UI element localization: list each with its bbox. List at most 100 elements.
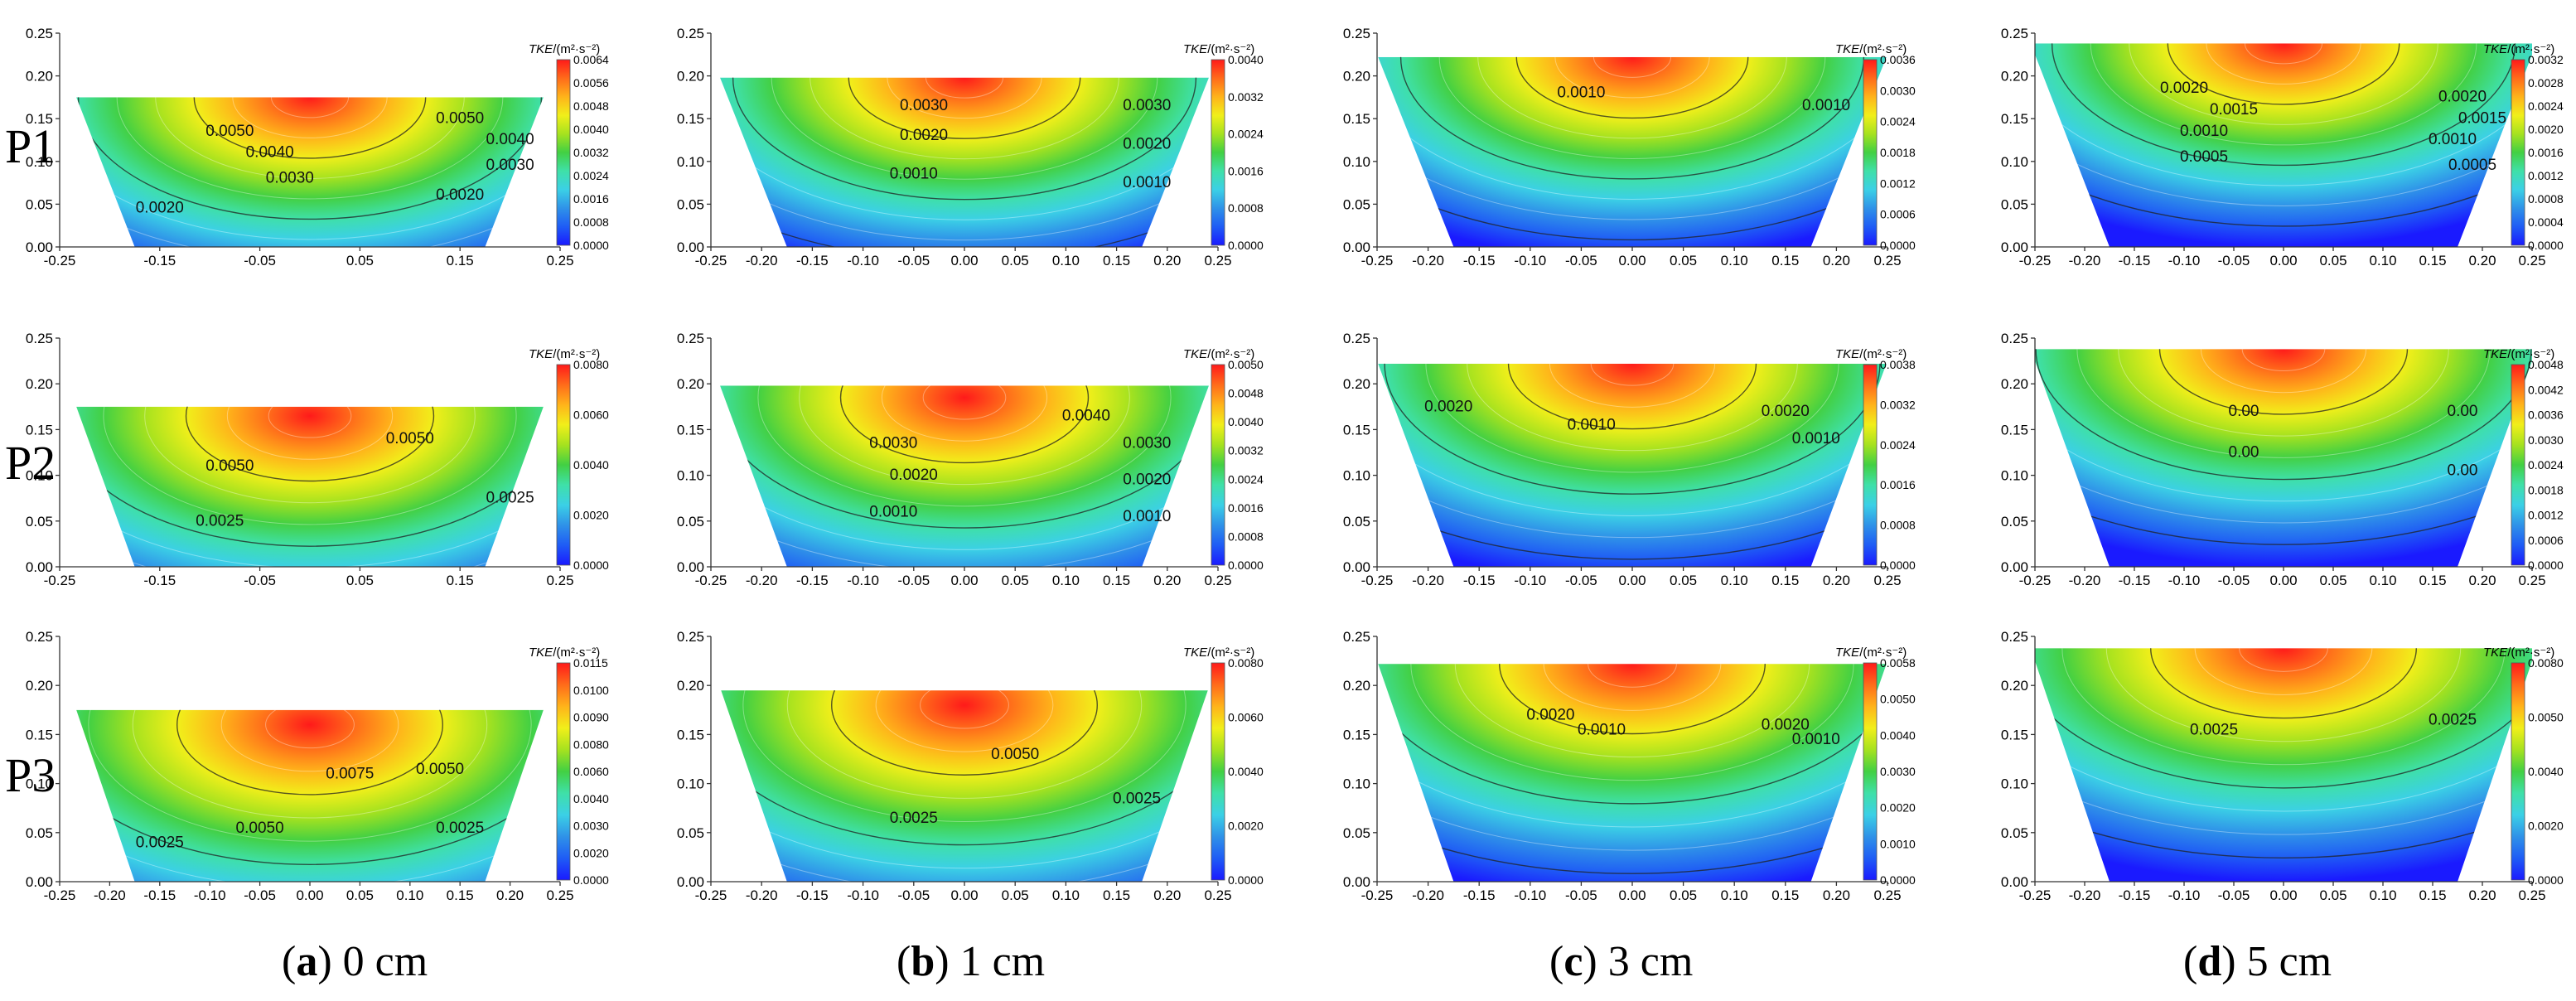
colorbar-tick-label: 0.0000 (1880, 873, 1916, 887)
y-tick-label: 0.20 (2001, 678, 2028, 694)
y-tick-label: 0.15 (677, 727, 704, 742)
contour-label: 0.0050 (416, 761, 464, 778)
colorbar-tick-label: 0.0012 (1880, 177, 1916, 190)
y-tick-label: 0.00 (677, 239, 704, 255)
contour-label: 0.0010 (2180, 123, 2228, 140)
x-tick-label: -0.05 (2218, 573, 2250, 588)
colorbar-title-main: TKE (529, 347, 553, 361)
contour-line (2051, 43, 2516, 167)
x-tick-label: -0.05 (244, 253, 276, 268)
x-tick-label: 0.10 (1721, 573, 1748, 588)
contour-label: 0.00 (2448, 462, 2478, 480)
x-tick-label: -0.05 (897, 253, 930, 268)
colorbar (1211, 364, 1225, 566)
x-tick-label: 0.05 (1002, 253, 1029, 268)
tke-field (721, 690, 1208, 882)
tke-field (1378, 664, 1887, 882)
y-tick-label: 0.05 (2001, 196, 2028, 212)
tke-field (720, 385, 1209, 567)
x-tick-label: 0.15 (1771, 573, 1799, 588)
colorbar-tick-label: 0.0008 (573, 215, 609, 229)
colorbar-tick-label: 0.0028 (2528, 76, 2564, 89)
x-tick-label: -0.10 (2168, 573, 2201, 588)
contour-line (76, 406, 544, 547)
contour-line (1590, 363, 1675, 386)
colorbar-tick-label: 0.0024 (573, 169, 609, 182)
caption-c: (c) 3 cm (1549, 938, 1693, 985)
y-tick-label: 0.25 (26, 629, 53, 645)
y-tick-label: 0.05 (1343, 196, 1370, 212)
colorbar-tick-label: 0.0020 (2528, 123, 2564, 136)
x-tick-label: 0.00 (1618, 253, 1646, 268)
colorbar-tick-label: 0.0008 (1880, 519, 1916, 532)
contour-label: 0.0010 (890, 165, 938, 182)
contour-line (144, 406, 476, 504)
x-tick-label: -0.20 (746, 887, 778, 903)
contour-label: 0.0010 (1123, 174, 1171, 191)
colorbar-title-unit: /(m²·s⁻²) (1207, 347, 1254, 361)
y-tick-label: 0.05 (2001, 514, 2028, 530)
y-tick-label: 0.25 (2001, 26, 2028, 41)
x-tick-label: -0.15 (1463, 887, 1496, 903)
contour-line (720, 385, 1209, 550)
contour-line (831, 690, 1098, 776)
contour-line (1399, 56, 1865, 180)
y-tick-label: 0.00 (26, 559, 53, 575)
colorbar-tick-label: 0.0000 (1228, 559, 1264, 572)
colorbar-title: TKE/(m²·s⁻²) (1183, 347, 1254, 361)
x-tick-label: -0.10 (1514, 887, 1546, 903)
contour-label: 0.0020 (2160, 80, 2208, 97)
x-tick-label: -0.25 (1361, 573, 1394, 588)
x-tick-label: 0.25 (2518, 573, 2545, 588)
contour-line (2061, 648, 2506, 766)
colorbar-tick-label: 0.0000 (573, 873, 609, 887)
contour-line (270, 97, 350, 118)
colorbar (1863, 364, 1878, 566)
colorbar-tick-label: 0.0030 (573, 820, 609, 833)
y-tick-label: 0.00 (2001, 239, 2028, 255)
row-label-p2: P2 (5, 436, 56, 490)
x-tick-label: 0.10 (1721, 887, 1748, 903)
colorbar-title-main: TKE (529, 42, 553, 56)
contour-line (1410, 664, 1854, 781)
colorbar-title-unit: /(m²·s⁻²) (2507, 347, 2554, 361)
colorbar-tick-label: 0.0016 (1228, 501, 1264, 515)
x-tick-label: -0.05 (1565, 253, 1597, 268)
x-tick-label: 0.20 (1153, 887, 1181, 903)
colorbar-tick-label: 0.0040 (1880, 728, 1916, 742)
tke-field (76, 97, 544, 248)
contour-line (77, 97, 543, 220)
x-tick-label: -0.15 (1463, 573, 1496, 588)
x-tick-label: 0.00 (950, 887, 978, 903)
x-tick-label: 0.20 (2468, 887, 2496, 903)
contour-label: 0.0025 (2190, 721, 2238, 738)
panel-p2-0: 0.0050 0.0050 0.0025 0.0025 0.00 0.05 0.10 0.15… (26, 331, 609, 588)
colorbar-title-unit: /(m²·s⁻²) (553, 347, 600, 361)
colorbar-tick-label: 0.0040 (1228, 415, 1264, 428)
colorbar (1863, 662, 1878, 881)
x-tick-label: -0.10 (1514, 253, 1546, 268)
colorbar-tick-label: 0.0016 (573, 192, 609, 206)
colorbar-tick-label: 0.0036 (2528, 409, 2564, 422)
contour-label: 0.0020 (2438, 89, 2487, 106)
y-tick-label: 0.10 (677, 776, 704, 792)
x-tick-label: -0.20 (1412, 573, 1444, 588)
y-tick-label: 0.15 (2001, 727, 2028, 742)
colorbar-tick-label: 0.0008 (1228, 530, 1264, 543)
colorbar-title: TKE/(m²·s⁻²) (1835, 42, 1907, 56)
contour-label: 0.0010 (869, 503, 917, 520)
contour-line (2030, 349, 2537, 502)
colorbar-tick-label: 0.0040 (573, 458, 609, 471)
contour-label: 0.0025 (436, 820, 484, 837)
panel-p3-1: 0.0050 0.0025 0.0025 0.00 0.05 0.10 0.15 0.20 0.… (677, 629, 1264, 903)
colorbar-title-unit: /(m²·s⁻²) (1859, 347, 1907, 361)
tke-field (2035, 43, 2532, 247)
contour-line (1378, 664, 1887, 874)
x-tick-label: 0.05 (346, 887, 374, 903)
contour-line (76, 709, 544, 865)
colorbar-tick-label: 0.0040 (1228, 765, 1264, 778)
x-tick-label: -0.15 (143, 887, 176, 903)
contour-line (925, 77, 1004, 99)
contour-line (720, 77, 1209, 241)
row-label-p1: P1 (5, 119, 56, 173)
